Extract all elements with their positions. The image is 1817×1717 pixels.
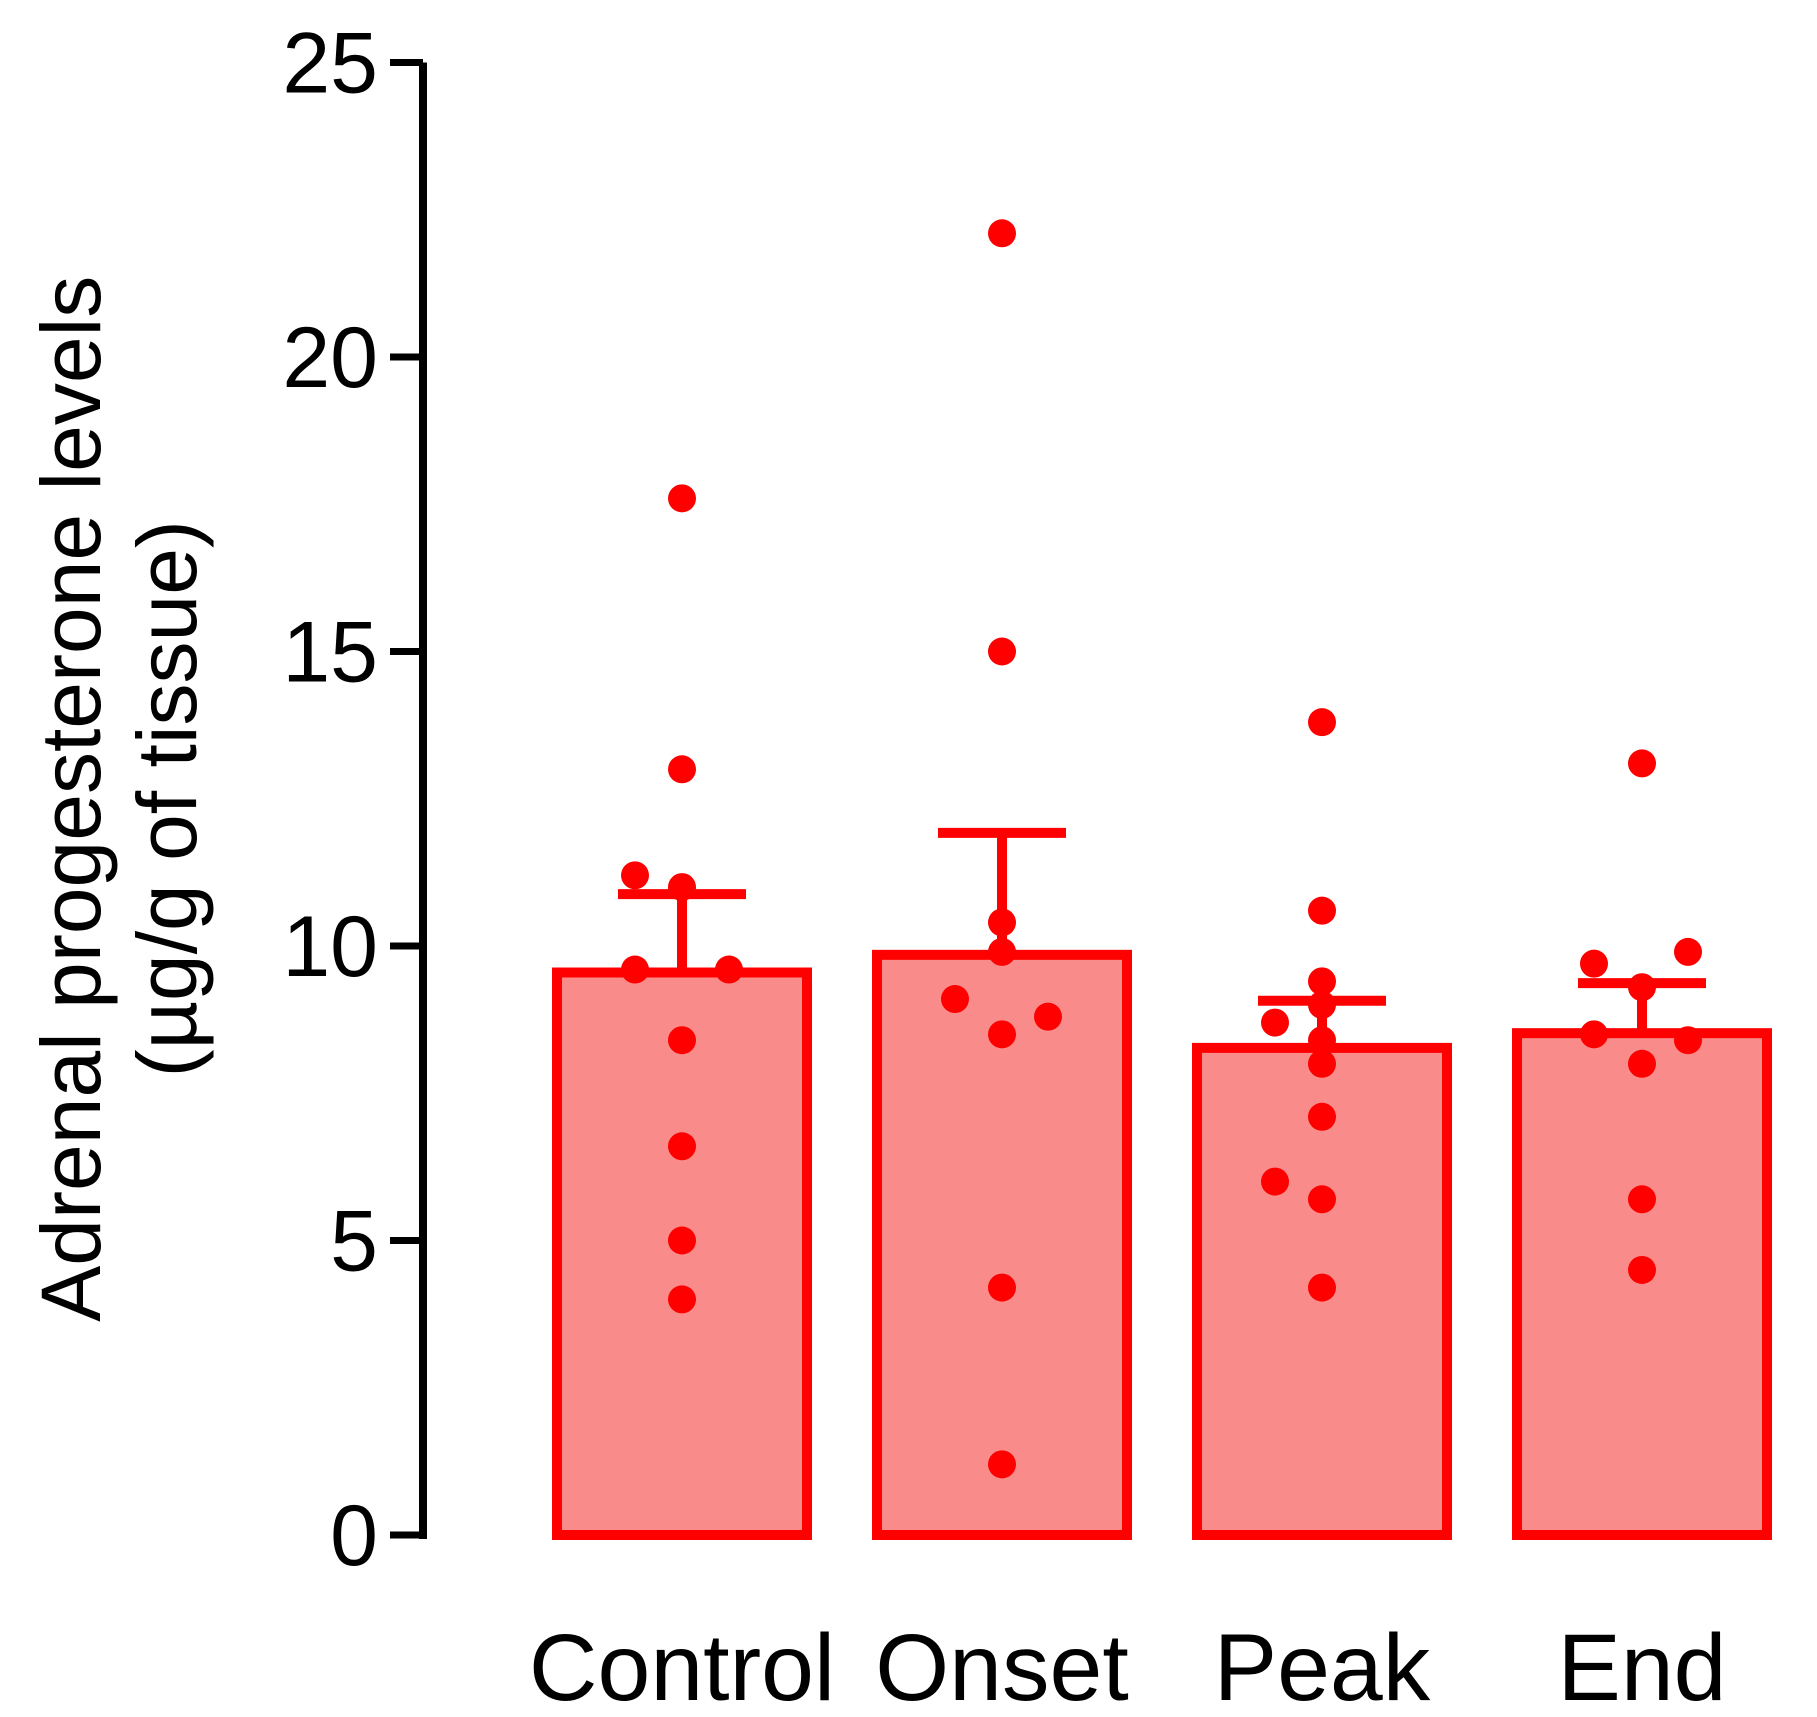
bar-onset	[872, 949, 1132, 1540]
data-point-onset	[988, 1020, 1016, 1049]
data-point-peak	[1308, 896, 1336, 925]
data-point-onset	[1034, 1002, 1062, 1031]
y-tick-label: 25	[282, 16, 378, 112]
data-point-control	[621, 861, 649, 890]
data-point-end	[1628, 749, 1656, 778]
data-point-end	[1628, 1185, 1656, 1214]
data-point-peak	[1308, 1049, 1336, 1078]
data-point-end	[1674, 937, 1702, 966]
data-point-onset	[988, 1273, 1016, 1302]
data-point-onset	[988, 219, 1016, 248]
data-point-end	[1628, 1255, 1656, 1284]
data-point-control	[668, 1132, 696, 1161]
data-point-onset	[988, 637, 1016, 666]
y-tick-label: 0	[330, 1488, 378, 1584]
data-point-control	[715, 955, 743, 984]
data-point-control	[668, 1226, 696, 1255]
data-point-peak	[1308, 1026, 1336, 1055]
data-point-control	[668, 1026, 696, 1055]
y-tick-label: 20	[282, 310, 378, 406]
data-point-peak	[1308, 708, 1336, 737]
data-point-control	[621, 955, 649, 984]
data-point-control	[668, 755, 696, 784]
data-point-peak	[1308, 967, 1336, 996]
data-point-control	[668, 873, 696, 902]
y-tick-label: 15	[282, 605, 378, 701]
data-point-peak	[1261, 1167, 1289, 1196]
x-category-label-control: Control	[529, 1615, 835, 1717]
y-tick-label: 10	[282, 899, 378, 995]
data-point-end	[1628, 1049, 1656, 1078]
data-point-peak	[1308, 990, 1336, 1019]
data-point-onset	[941, 985, 969, 1014]
data-point-onset	[988, 937, 1016, 966]
data-point-control	[668, 484, 696, 513]
data-point-onset	[988, 1450, 1016, 1479]
x-category-label-peak: Peak	[1214, 1615, 1431, 1717]
data-point-end	[1580, 949, 1608, 978]
x-category-label-onset: Onset	[875, 1615, 1128, 1717]
data-point-peak	[1308, 1102, 1336, 1131]
data-point-peak	[1308, 1273, 1336, 1302]
y-axis-title-line-1: Adrenal progesterone levels	[24, 276, 118, 1322]
data-point-peak	[1308, 1185, 1336, 1214]
bar-end	[1512, 1028, 1772, 1540]
data-point-end	[1674, 1026, 1702, 1055]
data-point-control	[668, 1285, 696, 1314]
y-axis-title-line-2: (µg/g of tissue)	[120, 520, 214, 1077]
data-point-end	[1628, 973, 1656, 1002]
x-category-label-end: End	[1557, 1615, 1726, 1717]
y-tick-label: 5	[330, 1194, 378, 1290]
data-point-peak	[1261, 1008, 1289, 1037]
data-point-onset	[988, 908, 1016, 937]
data-point-end	[1580, 1020, 1608, 1049]
